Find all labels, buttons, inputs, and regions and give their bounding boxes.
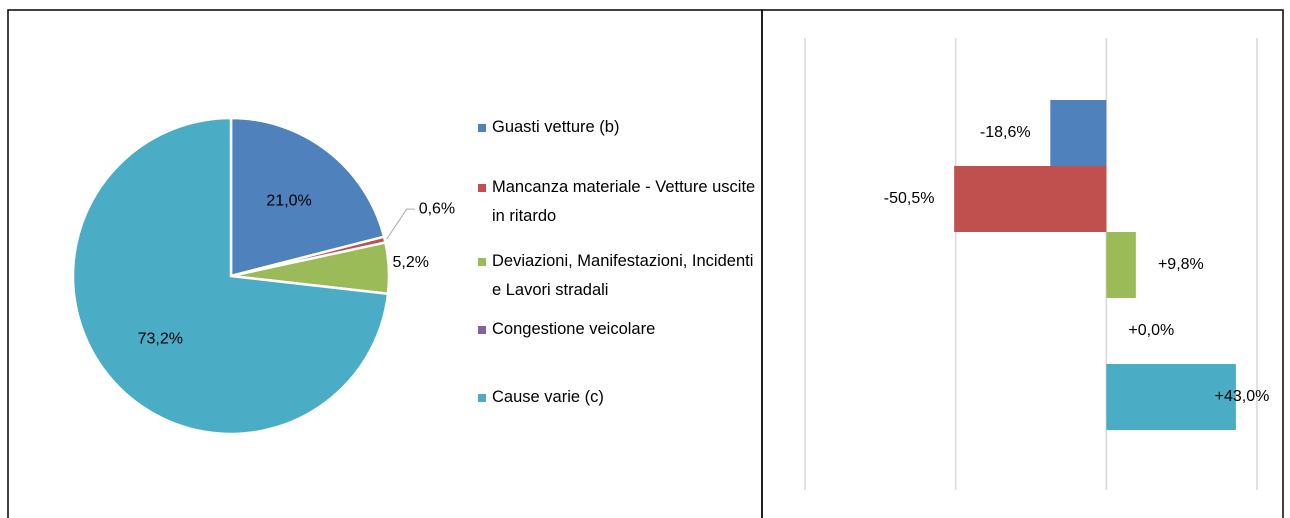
data-label: 5,2%	[393, 254, 429, 271]
data-label: +0,0%	[1128, 322, 1174, 339]
data-label: 73,2%	[138, 330, 183, 347]
pie-slice	[229, 116, 386, 278]
legend-swatch	[478, 326, 486, 334]
data-label: +43,0%	[1215, 388, 1270, 405]
legend-item: Guasti vetture (b)	[474, 113, 759, 142]
legend-item: Cause varie (c)	[474, 383, 759, 412]
legend-swatch	[478, 184, 486, 192]
bar-frame	[761, 9, 1284, 518]
bar	[1106, 364, 1236, 430]
pie-slice	[71, 116, 390, 436]
legend-swatch	[478, 394, 486, 402]
data-label: 21,0%	[266, 192, 311, 209]
legend-label: Cause varie (c)	[492, 388, 604, 406]
legend-item: Congestione veicolare	[474, 315, 759, 344]
bar	[954, 166, 1107, 232]
data-label: -18,6%	[980, 124, 1031, 141]
marks: 21,0% 0,6% 5,2% 73,2% -18,6% -50,5% +9,8% +0,0%…	[71, 38, 1270, 490]
data-label: -50,5%	[884, 190, 935, 207]
legend-label: Guasti vetture (b)	[492, 118, 620, 136]
leader-line	[386, 208, 415, 240]
legend-label: Mancanza materiale - Vetture uscite in r…	[492, 178, 756, 225]
legend-swatch	[478, 124, 486, 132]
legend-item: Mancanza materiale - Vetture uscite in r…	[474, 173, 759, 231]
legend-swatch	[478, 258, 486, 266]
data-label: +9,8%	[1158, 256, 1204, 273]
bar	[1050, 100, 1107, 166]
legend-label: Deviazioni, Manifestazioni, Incidenti e …	[492, 252, 754, 299]
legend-item: Deviazioni, Manifestazioni, Incidenti e …	[474, 247, 759, 305]
legend-label: Congestione veicolare	[492, 320, 656, 338]
data-label: 0,6%	[419, 200, 455, 217]
bar	[1106, 232, 1136, 298]
